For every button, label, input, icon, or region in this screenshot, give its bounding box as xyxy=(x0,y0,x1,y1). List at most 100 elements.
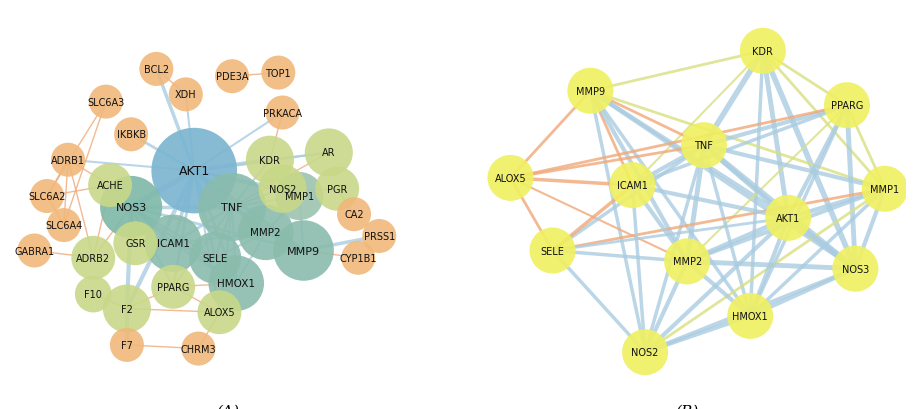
Text: F10: F10 xyxy=(84,290,102,299)
Point xyxy=(120,306,135,312)
Point xyxy=(166,240,180,247)
Text: ALOX5: ALOX5 xyxy=(495,173,526,183)
Point xyxy=(208,255,222,261)
Text: AKT1: AKT1 xyxy=(776,213,801,223)
Text: GSR: GSR xyxy=(125,239,145,249)
Point xyxy=(99,99,113,106)
Text: NOS2: NOS2 xyxy=(269,184,296,194)
Point xyxy=(187,168,201,175)
Text: PRSS1: PRSS1 xyxy=(363,231,395,241)
Point xyxy=(86,255,101,261)
Text: PPARG: PPARG xyxy=(831,101,863,111)
Point xyxy=(128,240,143,247)
Text: ALOX5: ALOX5 xyxy=(204,308,235,317)
Text: NOS3: NOS3 xyxy=(842,264,869,274)
Text: ICAM1: ICAM1 xyxy=(617,181,648,191)
Point xyxy=(86,291,101,298)
Text: NOS2: NOS2 xyxy=(631,347,659,357)
Point xyxy=(321,150,336,156)
Point xyxy=(680,258,694,265)
Text: MMP1: MMP1 xyxy=(285,191,314,202)
Text: MMP1: MMP1 xyxy=(870,184,899,194)
Point xyxy=(877,186,892,193)
Text: TNF: TNF xyxy=(694,141,714,151)
Text: MMP9: MMP9 xyxy=(576,87,605,97)
Point xyxy=(124,204,138,211)
Text: CA2: CA2 xyxy=(344,210,364,220)
Text: ADRB2: ADRB2 xyxy=(76,253,111,263)
Point xyxy=(225,204,240,211)
Point xyxy=(848,266,863,272)
Point xyxy=(545,247,560,254)
Text: AKT1: AKT1 xyxy=(178,165,210,178)
Text: TOP1: TOP1 xyxy=(265,68,291,79)
Point xyxy=(57,222,71,229)
Point xyxy=(840,103,855,109)
Text: (B): (B) xyxy=(675,404,699,409)
Point xyxy=(263,157,277,164)
Text: XDH: XDH xyxy=(175,90,197,100)
Text: (A): (A) xyxy=(216,404,240,409)
Point xyxy=(225,74,240,80)
Text: SLC6A2: SLC6A2 xyxy=(28,191,66,202)
Point xyxy=(743,313,758,319)
Point xyxy=(178,92,193,99)
Text: ICAM1: ICAM1 xyxy=(156,239,189,249)
Point xyxy=(503,175,518,182)
Point xyxy=(166,284,180,290)
Text: CYP1B1: CYP1B1 xyxy=(339,253,377,263)
Point xyxy=(27,247,42,254)
Text: TNF: TNF xyxy=(221,202,242,212)
Point xyxy=(191,346,206,352)
Point xyxy=(229,280,243,287)
Point xyxy=(60,157,75,164)
Text: ADRB1: ADRB1 xyxy=(51,155,85,165)
Point xyxy=(258,229,273,236)
Point xyxy=(638,349,652,355)
Point xyxy=(372,233,387,240)
Point xyxy=(124,132,138,138)
Text: KDR: KDR xyxy=(752,47,773,56)
Text: F2: F2 xyxy=(121,304,133,314)
Point xyxy=(330,186,345,193)
Point xyxy=(102,182,117,189)
Text: MMP9: MMP9 xyxy=(287,246,320,256)
Point xyxy=(39,193,54,200)
Text: SLC6A4: SLC6A4 xyxy=(45,220,82,231)
Point xyxy=(275,110,290,117)
Text: PDE3A: PDE3A xyxy=(216,72,248,82)
Text: NOS3: NOS3 xyxy=(115,202,146,212)
Text: KDR: KDR xyxy=(260,155,280,165)
Point xyxy=(696,143,711,149)
Text: PGR: PGR xyxy=(327,184,348,194)
Text: BCL2: BCL2 xyxy=(144,65,169,75)
Point xyxy=(271,70,285,76)
Point xyxy=(351,255,366,261)
Point xyxy=(583,88,597,95)
Point xyxy=(625,182,640,189)
Text: PRKACA: PRKACA xyxy=(263,108,302,118)
Text: SELE: SELE xyxy=(202,253,228,263)
Text: MMP2: MMP2 xyxy=(673,257,702,267)
Text: AR: AR xyxy=(322,148,336,158)
Text: F7: F7 xyxy=(121,340,133,350)
Point xyxy=(347,211,361,218)
Text: HMOX1: HMOX1 xyxy=(732,311,768,321)
Text: SELE: SELE xyxy=(541,246,565,256)
Text: GABRA1: GABRA1 xyxy=(15,246,55,256)
Point xyxy=(756,48,770,55)
Text: PPARG: PPARG xyxy=(157,282,189,292)
Text: CHRM3: CHRM3 xyxy=(180,344,216,354)
Text: HMOX1: HMOX1 xyxy=(217,279,255,288)
Point xyxy=(275,186,290,193)
Point xyxy=(296,247,311,254)
Point xyxy=(780,215,795,222)
Text: SLC6A3: SLC6A3 xyxy=(87,97,124,107)
Point xyxy=(120,342,135,348)
Point xyxy=(292,193,307,200)
Text: IKBKB: IKBKB xyxy=(116,130,145,140)
Text: MMP2: MMP2 xyxy=(251,228,281,238)
Text: ACHE: ACHE xyxy=(97,181,124,191)
Point xyxy=(149,67,164,73)
Point xyxy=(212,309,227,316)
